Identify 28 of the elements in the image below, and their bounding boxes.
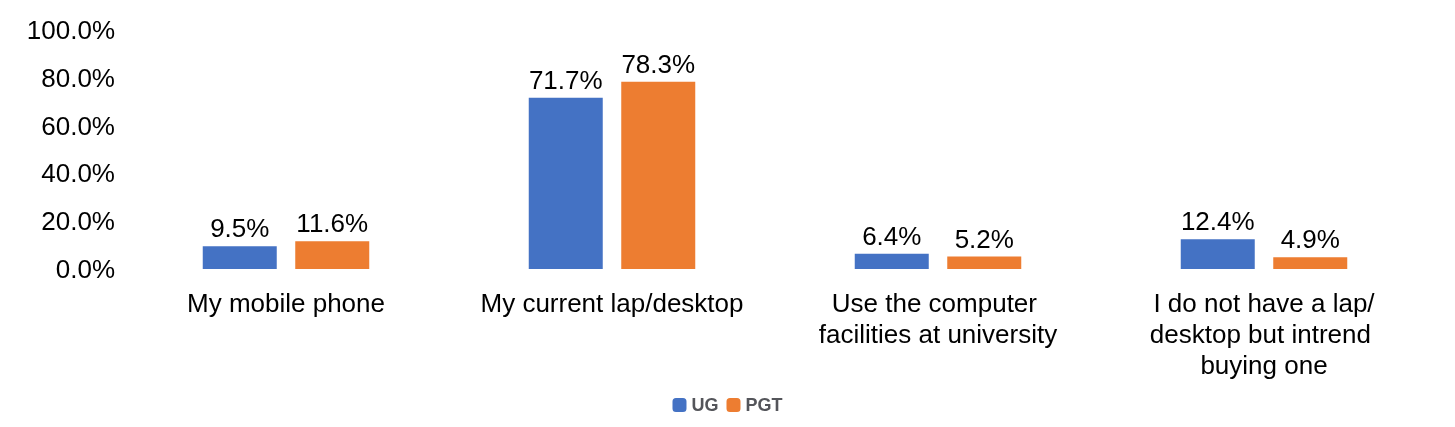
- data-label: 9.5%: [210, 213, 270, 244]
- y-tick-label: 0.0%: [55, 254, 115, 284]
- legend-label: UG: [691, 395, 719, 415]
- bar: [295, 241, 370, 269]
- y-tick-label: 100.0%: [26, 15, 115, 45]
- bar: [947, 256, 1022, 269]
- data-label: 6.4%: [862, 220, 922, 251]
- bar: [528, 97, 603, 269]
- y-tick-label: 20.0%: [41, 206, 115, 237]
- bar: [1180, 239, 1255, 269]
- y-tick-label: 60.0%: [41, 110, 115, 141]
- legend-label: PGT: [745, 395, 783, 415]
- x-tick-label: My current lap/desktop: [480, 287, 744, 318]
- data-label: 4.9%: [1280, 224, 1340, 255]
- data-label: 78.3%: [621, 48, 696, 79]
- bar: [1273, 257, 1348, 269]
- bar: [621, 81, 696, 269]
- bar: [854, 253, 929, 269]
- y-tick-label: 40.0%: [41, 158, 115, 189]
- x-tick-label: I do not have a lap/desktop but intrend buying one: [1149, 287, 1379, 380]
- data-label: 5.2%: [954, 223, 1014, 254]
- y-tick-label: 80.0%: [41, 62, 115, 93]
- bar: [202, 246, 277, 269]
- x-tick-label: My mobile phone: [187, 287, 385, 318]
- x-tick-label: Use the computer facilities at university: [818, 287, 1058, 349]
- data-label: 11.6%: [296, 208, 369, 239]
- data-label: 71.7%: [528, 64, 603, 95]
- data-label: 12.4%: [1180, 206, 1255, 237]
